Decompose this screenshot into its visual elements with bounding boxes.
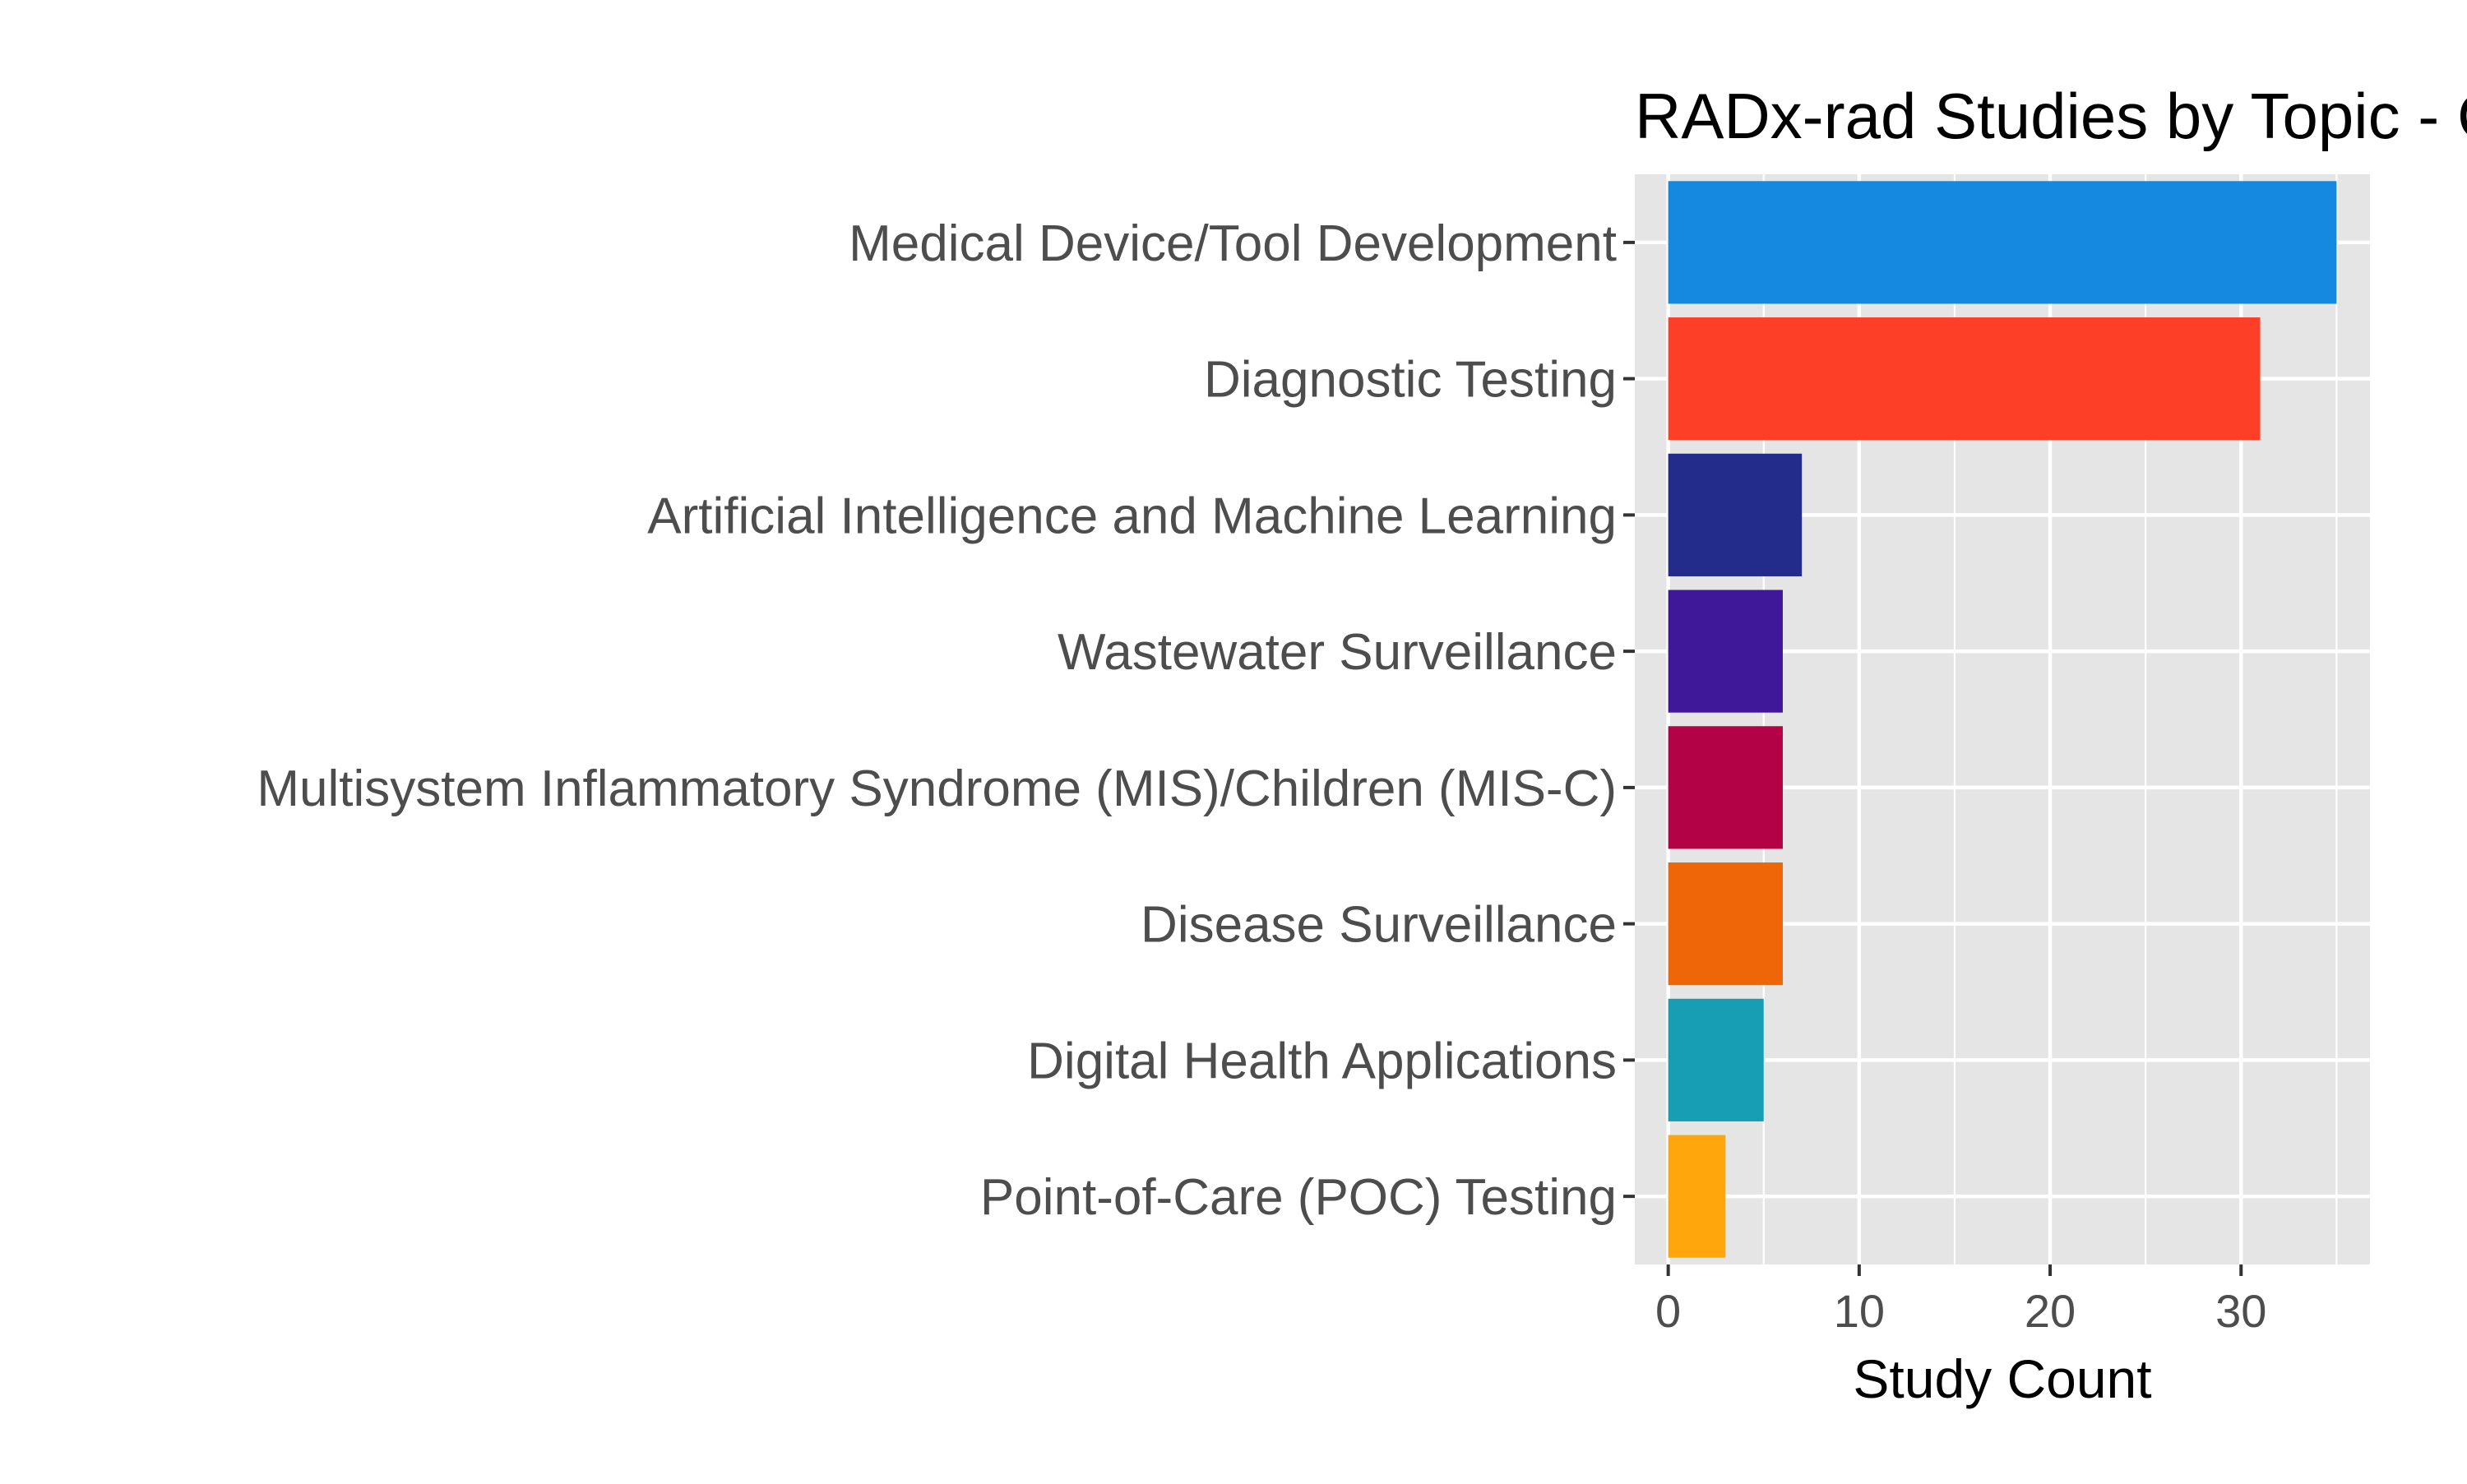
bar[interactable] (1668, 998, 1764, 1121)
y-tick-label: Artificial Intelligence and Machine Lear… (647, 488, 1617, 544)
y-tick-label: Multisystem Inflammatory Syndrome (MIS)/… (257, 760, 1617, 817)
x-tick-label: 30 (2215, 1285, 2266, 1337)
bar[interactable] (1668, 181, 2337, 304)
y-tick-label: Disease Surveillance (1141, 897, 1617, 954)
bar[interactable] (1668, 1135, 1726, 1258)
x-tick-label: 0 (1655, 1285, 1681, 1337)
x-tick-label: 10 (1834, 1285, 1885, 1337)
y-tick-label: Point-of-Care (POC) Testing (980, 1169, 1617, 1226)
x-tick-label: 20 (2025, 1285, 2076, 1337)
y-tick-label: Digital Health Applications (1027, 1033, 1617, 1089)
bar[interactable] (1668, 453, 1803, 576)
y-tick-label: Medical Device/Tool Development (849, 215, 1617, 272)
x-axis-title: Study Count (1853, 1348, 2151, 1409)
y-tick-label: Diagnostic Testing (1204, 352, 1617, 409)
chart-title: RADx-rad Studies by Topic - C (1635, 80, 2467, 152)
bar[interactable] (1668, 589, 1783, 713)
y-tick-label: Wastewater Surveillance (1058, 624, 1617, 681)
bar[interactable] (1668, 726, 1783, 849)
bar[interactable] (1668, 862, 1783, 986)
bar[interactable] (1668, 317, 2261, 441)
